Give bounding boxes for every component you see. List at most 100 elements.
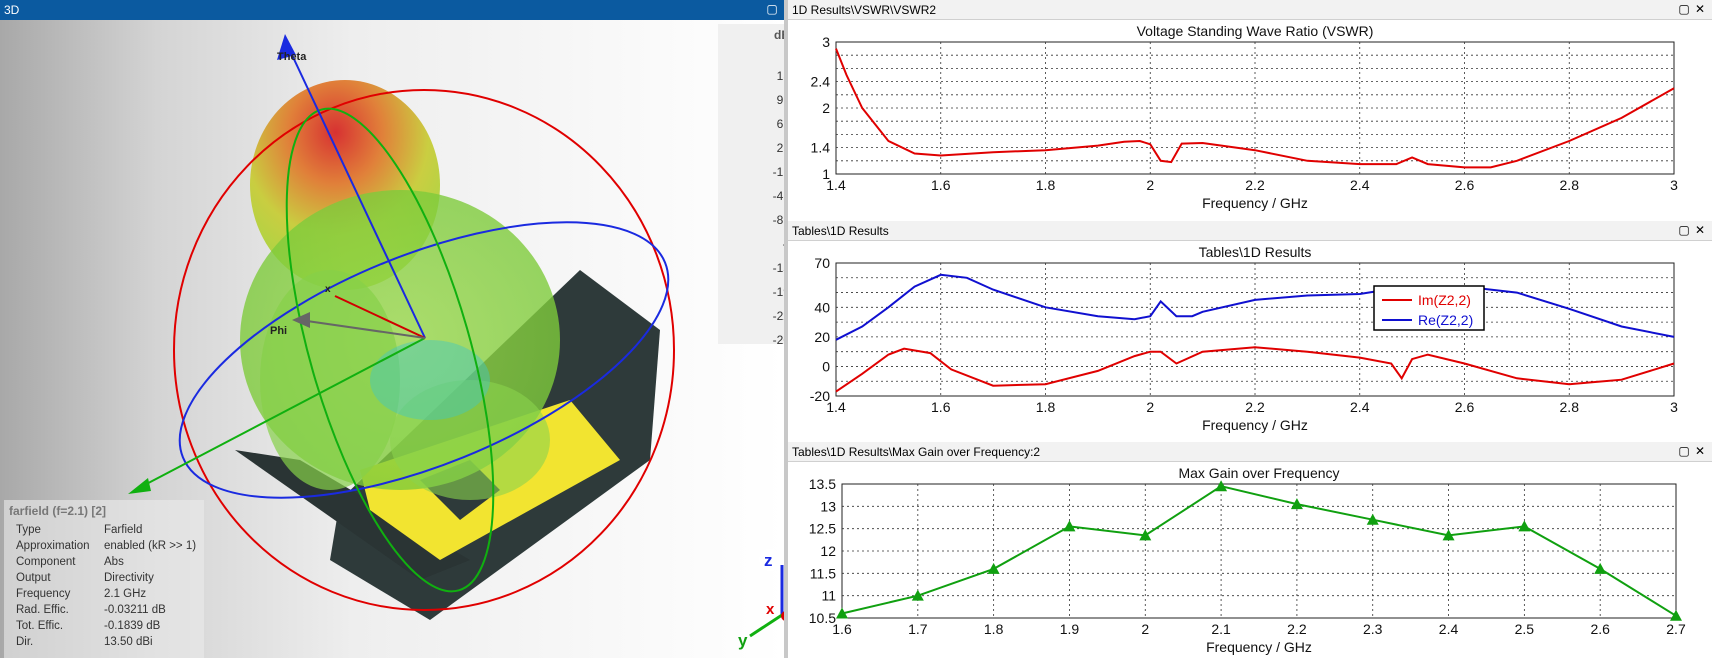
- maximize-icon[interactable]: ▢: [1678, 444, 1690, 458]
- info-value: -0.03211 dB: [104, 604, 166, 616]
- data-point: [1215, 480, 1228, 492]
- data-point: [1594, 562, 1607, 574]
- farfield-info: farfield (f=2.1) [2] Type Farfield Approxi…: [4, 500, 204, 658]
- y-tick-label: 12: [820, 543, 836, 559]
- x-tick-label: 1.7: [908, 621, 928, 637]
- chart-1[interactable]: Tables\1D Results 1.4 1.6 1.8 2 2.2 2.4 2.6 2.8 3…: [788, 241, 1712, 436]
- x-axis-title: Frequency / GHz: [1202, 417, 1308, 433]
- data-point: [1139, 529, 1152, 541]
- left-panel-titlebar: 3D ▢: [0, 0, 784, 20]
- y-tick-label: 40: [814, 299, 830, 315]
- y-tick-label: 11: [821, 588, 836, 604]
- info-value: 2.1 GHz: [104, 588, 147, 600]
- info-key: Rad. Effic.: [16, 604, 69, 616]
- x-tick-label: 2.7: [1666, 621, 1686, 637]
- triad-z-label: z: [764, 551, 773, 570]
- y-tick-label: 20: [814, 329, 830, 345]
- colorbar: dBi: [718, 24, 784, 344]
- data-point: [1290, 498, 1303, 510]
- x-tick-label: 2.6: [1455, 177, 1475, 193]
- chart-window-titlebar: Tables\1D Results\Max Gain over Frequenc…: [788, 442, 1712, 462]
- y-tick-label: 3: [822, 34, 830, 50]
- close-icon[interactable]: ✕: [1694, 444, 1706, 458]
- theta-axis-arrow: [277, 34, 296, 60]
- axis-triad: z y x: [738, 549, 784, 650]
- chart-title: Tables\1D Results: [1199, 244, 1312, 260]
- x-tick-label: 2.3: [1363, 621, 1383, 637]
- y-tick-label: 11.5: [810, 565, 836, 581]
- close-icon[interactable]: ✕: [1694, 2, 1706, 16]
- info-value: enabled (kR >> 1): [104, 540, 197, 552]
- chart-window-title: Tables\1D Results: [792, 224, 889, 238]
- x-tick-label: 1.8: [984, 621, 1004, 637]
- y-tick-label: 1: [822, 166, 830, 182]
- maximize-icon[interactable]: ▢: [766, 2, 778, 16]
- colorbar-tick-label: -1.04: [772, 165, 784, 179]
- y-tick-label: 13: [820, 498, 836, 514]
- triad-x-label: x: [766, 601, 775, 618]
- y-tick-label: 10.5: [809, 610, 836, 626]
- info-value: 13.50 dBi: [104, 636, 153, 648]
- info-key: Output: [16, 572, 51, 584]
- x-tick-label: 2.6: [1590, 621, 1610, 637]
- info-key: Frequency: [16, 588, 71, 600]
- y-tick-label: 12.5: [809, 521, 836, 537]
- chart-window-title: 1D Results\VSWR\VSWR2: [792, 3, 937, 17]
- info-value: Farfield: [104, 524, 143, 536]
- colorbar-tick-label: -19.2: [772, 285, 784, 299]
- info-key: Tot. Effic.: [16, 620, 64, 632]
- data-point: [987, 562, 1000, 574]
- chart-title: Max Gain over Frequency: [1178, 465, 1339, 481]
- y-tick-label: 0: [822, 358, 830, 374]
- data-point: [1063, 520, 1076, 532]
- colorbar-tick-label: -22.9: [772, 309, 784, 323]
- x-tick-label: 2.4: [1439, 621, 1459, 637]
- chart-2[interactable]: Max Gain over Frequency 1.6 1.7 1.8 1.9 2 2.1 2…: [788, 462, 1712, 658]
- colorbar-tick-label: -8.32: [772, 213, 784, 227]
- info-value: Abs: [104, 556, 124, 568]
- x-tick-label: 2.8: [1560, 177, 1580, 193]
- x-tick-label: 1.6: [832, 621, 852, 637]
- info-value: Directivity: [104, 572, 154, 584]
- info-title: farfield (f=2.1) [2]: [9, 504, 107, 518]
- x-tick-label: 2: [1146, 177, 1154, 193]
- viewport-3d[interactable]: Theta Phi x dBi 13.5 9.87 6.23 2.59 -1.04 -4.…: [0, 20, 784, 658]
- y-tick-label: 70: [814, 255, 830, 271]
- x-tick-label: 2.4: [1350, 177, 1370, 193]
- info-key: Type: [16, 524, 41, 536]
- data-point: [836, 607, 848, 619]
- maximize-icon[interactable]: ▢: [1678, 2, 1690, 16]
- x-tick-label: 2.2: [1245, 177, 1265, 193]
- x-tick-label: 2.1: [1211, 621, 1231, 637]
- x-tick-label: 1.8: [1036, 177, 1056, 193]
- y-tick-label: 2: [822, 100, 830, 116]
- close-icon[interactable]: ✕: [1694, 223, 1706, 237]
- phi-axis-label: Phi: [270, 325, 287, 337]
- ring-green: [285, 107, 495, 593]
- info-key: Approximation: [16, 540, 90, 552]
- colorbar-unit: dBi: [774, 28, 784, 42]
- x-tick-label: 1.6: [931, 177, 951, 193]
- x-axis-label: x: [325, 284, 331, 295]
- colorbar-tick-label: -12: [740, 237, 784, 251]
- colorbar-tick-label: -26.5: [772, 333, 784, 347]
- theta-axis-label: Theta: [277, 51, 307, 63]
- x-tick-label: 2.2: [1287, 621, 1307, 637]
- maximize-icon[interactable]: ▢: [1678, 223, 1690, 237]
- x-tick-label: 3: [1670, 399, 1678, 415]
- x-axis-title: Frequency / GHz: [1202, 195, 1308, 211]
- x-tick-label: 2: [1146, 399, 1154, 415]
- x-tick-label: 1.4: [826, 177, 846, 193]
- info-key: Component: [16, 556, 76, 568]
- legend-entry: Im(Z2,2): [1418, 292, 1471, 308]
- chart-title: Voltage Standing Wave Ratio (VSWR): [1137, 23, 1374, 39]
- y-tick-label: -20: [810, 388, 830, 404]
- x-axis-title: Frequency / GHz: [1206, 639, 1312, 655]
- x-tick-label: 2.4: [1350, 399, 1370, 415]
- x-tick-label: 1.8: [1036, 399, 1056, 415]
- splitter[interactable]: [784, 0, 788, 658]
- chart-0[interactable]: Voltage Standing Wave Ratio (VSWR) 1.4 1.6…: [788, 20, 1712, 214]
- colorbar-tick-label: -4.68: [772, 189, 784, 203]
- x-tick-label: 2.5: [1515, 621, 1535, 637]
- x-tick-label: 2: [1141, 621, 1149, 637]
